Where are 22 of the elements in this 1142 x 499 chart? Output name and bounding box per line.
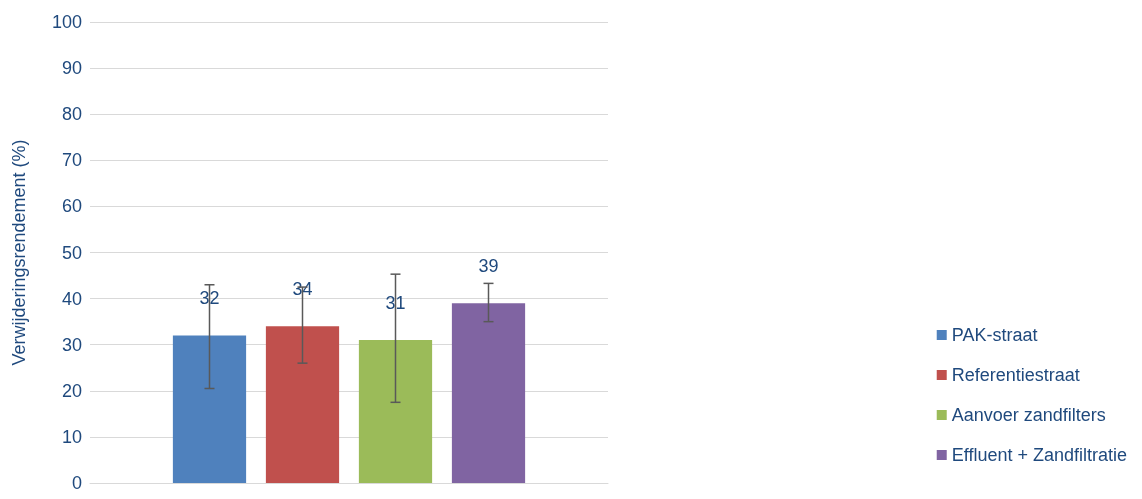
data-label: 39 (478, 256, 499, 277)
bar (265, 326, 340, 483)
y-tick-label: 20 (61, 380, 82, 401)
y-tick-label: 60 (61, 196, 82, 217)
y-tick-label: 0 (71, 473, 82, 493)
y-axis-title: Verwijderingsrendement (%) (9, 139, 29, 366)
y-tick-label: 50 (61, 242, 82, 263)
y-tick-label: 80 (61, 104, 82, 125)
legend-label: Aanvoer zandfilters (951, 405, 1106, 425)
legend-label: PAK-straat (951, 325, 1038, 345)
legend-label: Referentiestraat (951, 365, 1080, 385)
y-tick-label: 100 (51, 12, 82, 32)
bar (451, 303, 526, 483)
data-label: 34 (292, 279, 313, 300)
y-tick-label: 70 (61, 150, 82, 171)
y-tick-label: 10 (61, 426, 82, 447)
bar (172, 335, 247, 483)
y-tick-label: 40 (61, 288, 82, 309)
bar (358, 340, 433, 483)
y-tick-label: 30 (61, 334, 82, 355)
y-tick-label: 90 (61, 58, 82, 79)
legend-label: Effluent + Zandfiltratie (951, 445, 1128, 465)
